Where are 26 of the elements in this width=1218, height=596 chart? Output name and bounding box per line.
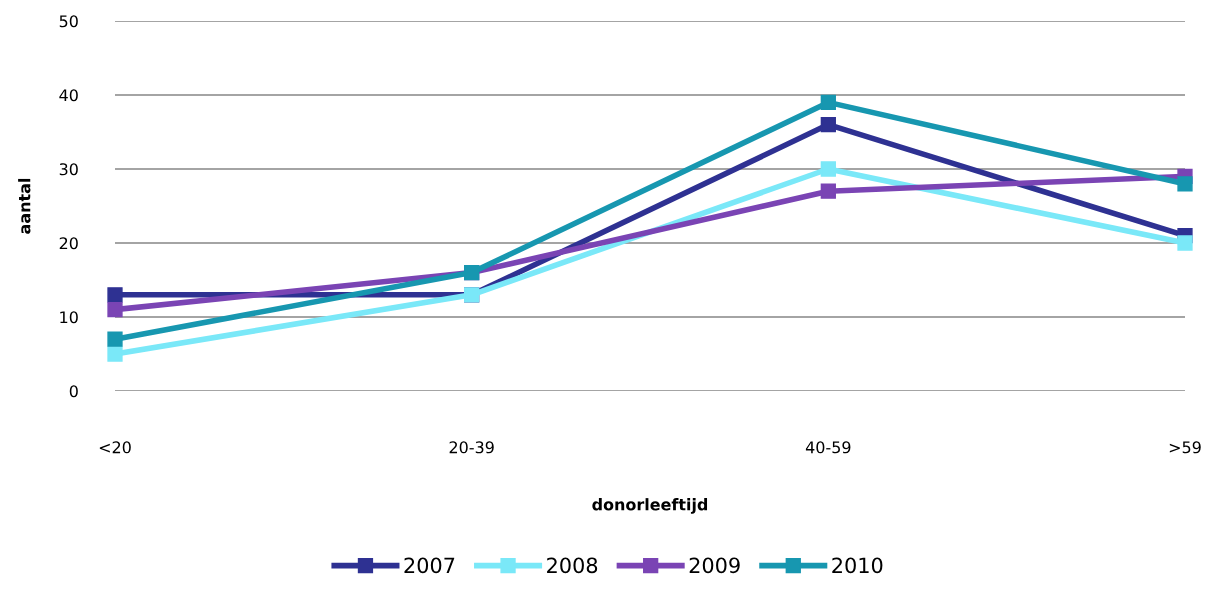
y-tick-label: 0 bbox=[69, 385, 78, 398]
point bbox=[820, 161, 836, 177]
point bbox=[107, 287, 123, 303]
y-tick-label: 50 bbox=[59, 15, 78, 28]
y-tick-label: 30 bbox=[59, 163, 78, 176]
y-tick-label: 40 bbox=[59, 89, 78, 102]
y-tick-label: 10 bbox=[60, 311, 78, 324]
point bbox=[820, 94, 836, 111]
legend-label: 2010 bbox=[832, 557, 883, 574]
x-tick-label: >59 bbox=[1169, 441, 1201, 454]
point bbox=[107, 301, 123, 318]
x-tick-label: 40-59 bbox=[805, 441, 851, 454]
point bbox=[107, 346, 123, 362]
legend-label: 2009 bbox=[689, 557, 740, 574]
x-tick-label: 20-39 bbox=[449, 441, 494, 454]
x-tick-label: <20 bbox=[99, 441, 131, 454]
legend-label: 2008 bbox=[547, 557, 598, 574]
point bbox=[107, 331, 123, 347]
point bbox=[820, 116, 836, 133]
x-axis-title: donorleeftijd bbox=[592, 498, 708, 514]
y-tick-label: 20 bbox=[59, 237, 78, 250]
point bbox=[1177, 235, 1193, 251]
y-axis-title: aantal bbox=[18, 178, 31, 234]
point bbox=[1177, 176, 1193, 192]
legend-label: 2007 bbox=[404, 557, 455, 574]
point bbox=[820, 183, 836, 199]
